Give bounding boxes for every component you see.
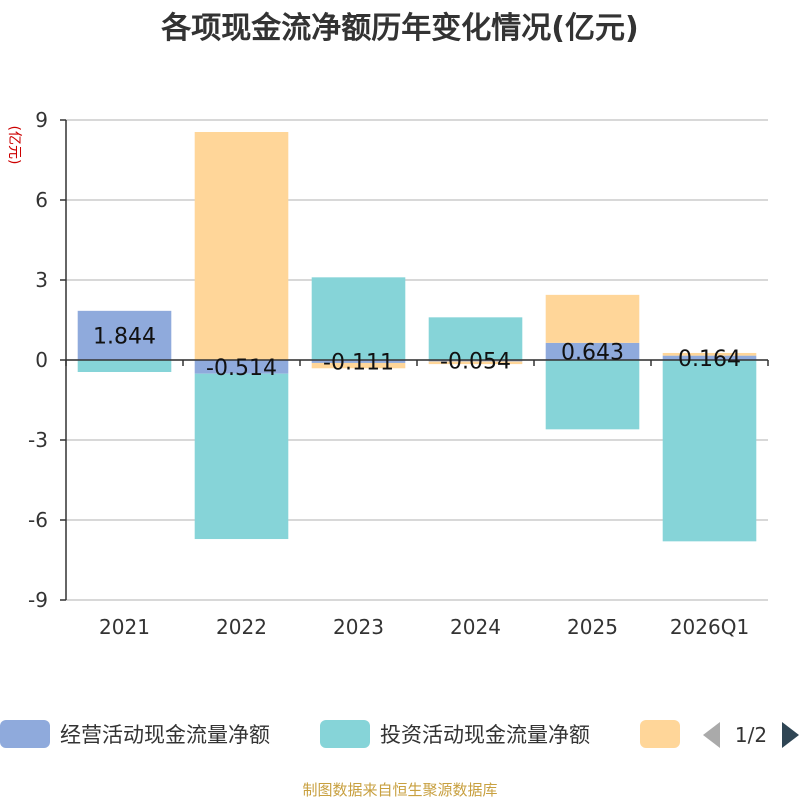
bars [77,132,757,542]
axes: 9 6 3 0 -3 -6 -9 2021 2022 2023 2024 2025 2026Q1 [28,108,769,639]
data-label-operating: 0.164 [678,347,741,372]
data-source-note: 制图数据来自恒生聚源数据库 [302,781,497,799]
legend-swatch-operating [0,720,50,748]
legend-label-investing: 投资活动现金流量净额 [380,723,590,747]
legend-label-operating: 经营活动现金流量净额 [60,723,270,747]
legend-item-investing[interactable]: 投资活动现金流量净额 [320,720,590,748]
bar-operating-2023[interactable] [311,360,406,363]
bar-financing-2022[interactable] [194,132,289,360]
data-label-operating: -0.111 [323,350,394,375]
y-tick-label: 6 [35,188,48,212]
y-tick-label: -6 [28,508,48,532]
y-tick-label: -9 [28,588,48,612]
legend-next-page-icon[interactable] [782,722,799,748]
x-tick-label: 2021 [99,615,150,639]
legend-swatch-investing [320,720,370,748]
legend-prev-page-icon[interactable] [703,722,720,748]
y-tick-label: 3 [35,268,48,292]
y-axis-label: (亿元) [6,126,22,165]
bar-investing-2023[interactable] [311,277,406,360]
bar-financing-2023[interactable] [311,362,406,369]
legend: 经营活动现金流量净额 投资活动现金流量净额 1/2 [0,720,799,748]
bar-financing-2024[interactable] [428,361,523,365]
data-label-operating: 0.643 [561,340,624,365]
legend-swatch-financing [640,720,680,748]
bar-investing-2022[interactable] [194,373,289,540]
data-labels: 1.844 -0.514 -0.111 -0.054 0.643 0.164 [93,324,741,380]
x-tick-label: 2023 [333,615,384,639]
legend-item-financing[interactable] [640,720,680,748]
bar-operating-2025[interactable] [545,342,640,360]
bar-investing-2024[interactable] [428,317,523,360]
data-label-operating: 1.844 [93,324,156,349]
bar-operating-2026Q1[interactable] [662,355,757,360]
legend-item-operating[interactable]: 经营活动现金流量净额 [0,720,270,748]
y-tick-label: -3 [28,428,48,452]
bar-investing-2021[interactable] [77,360,172,372]
bar-financing-2025[interactable] [545,294,640,343]
bar-financing-2026Q1[interactable] [662,352,757,356]
bar-investing-2026Q1[interactable] [662,360,757,542]
data-label-operating: -0.514 [206,356,277,381]
bar-operating-2022[interactable] [194,360,289,374]
x-tick-label: 2024 [450,615,501,639]
x-tick-label: 2022 [216,615,267,639]
y-tick-label: 9 [35,108,48,132]
y-tick-label: 0 [35,348,48,372]
x-tick-label: 2026Q1 [670,615,749,639]
bar-investing-2025[interactable] [545,360,640,430]
data-label-operating: -0.054 [440,350,511,375]
legend-page-indicator: 1/2 [735,723,767,747]
chart-title: 各项现金流净额历年变化情况(亿元) [160,11,638,46]
bar-operating-2021[interactable] [77,310,172,360]
x-tick-label: 2025 [567,615,618,639]
